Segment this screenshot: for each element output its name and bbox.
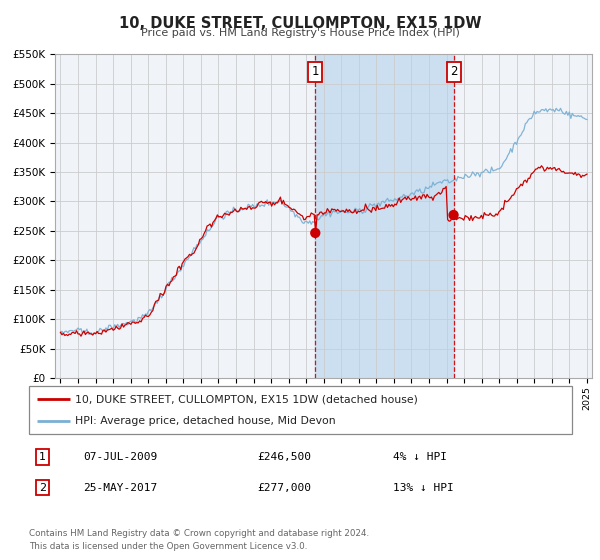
Text: 10, DUKE STREET, CULLOMPTON, EX15 1DW: 10, DUKE STREET, CULLOMPTON, EX15 1DW (119, 16, 481, 31)
FancyBboxPatch shape (29, 386, 572, 434)
Text: 10, DUKE STREET, CULLOMPTON, EX15 1DW (detached house): 10, DUKE STREET, CULLOMPTON, EX15 1DW (d… (75, 394, 418, 404)
Point (310, 228, 320, 237)
Text: 2: 2 (450, 66, 457, 78)
Text: £277,000: £277,000 (257, 483, 311, 493)
Point (449, 211, 458, 220)
Text: 4% ↓ HPI: 4% ↓ HPI (392, 452, 446, 462)
Text: 13% ↓ HPI: 13% ↓ HPI (392, 483, 454, 493)
Text: HPI: Average price, detached house, Mid Devon: HPI: Average price, detached house, Mid … (75, 416, 335, 426)
Text: 1: 1 (39, 452, 46, 462)
Text: £246,500: £246,500 (257, 452, 311, 462)
Text: 2: 2 (39, 483, 46, 493)
Text: Price paid vs. HM Land Registry's House Price Index (HPI): Price paid vs. HM Land Registry's House … (140, 28, 460, 38)
Text: 1: 1 (311, 66, 319, 78)
Text: Contains HM Land Registry data © Crown copyright and database right 2024.: Contains HM Land Registry data © Crown c… (29, 529, 369, 538)
Text: This data is licensed under the Open Government Licence v3.0.: This data is licensed under the Open Gov… (29, 542, 307, 550)
Text: 25-MAY-2017: 25-MAY-2017 (83, 483, 157, 493)
Bar (315, 54, 454, 378)
Text: 07-JUL-2009: 07-JUL-2009 (83, 452, 157, 462)
